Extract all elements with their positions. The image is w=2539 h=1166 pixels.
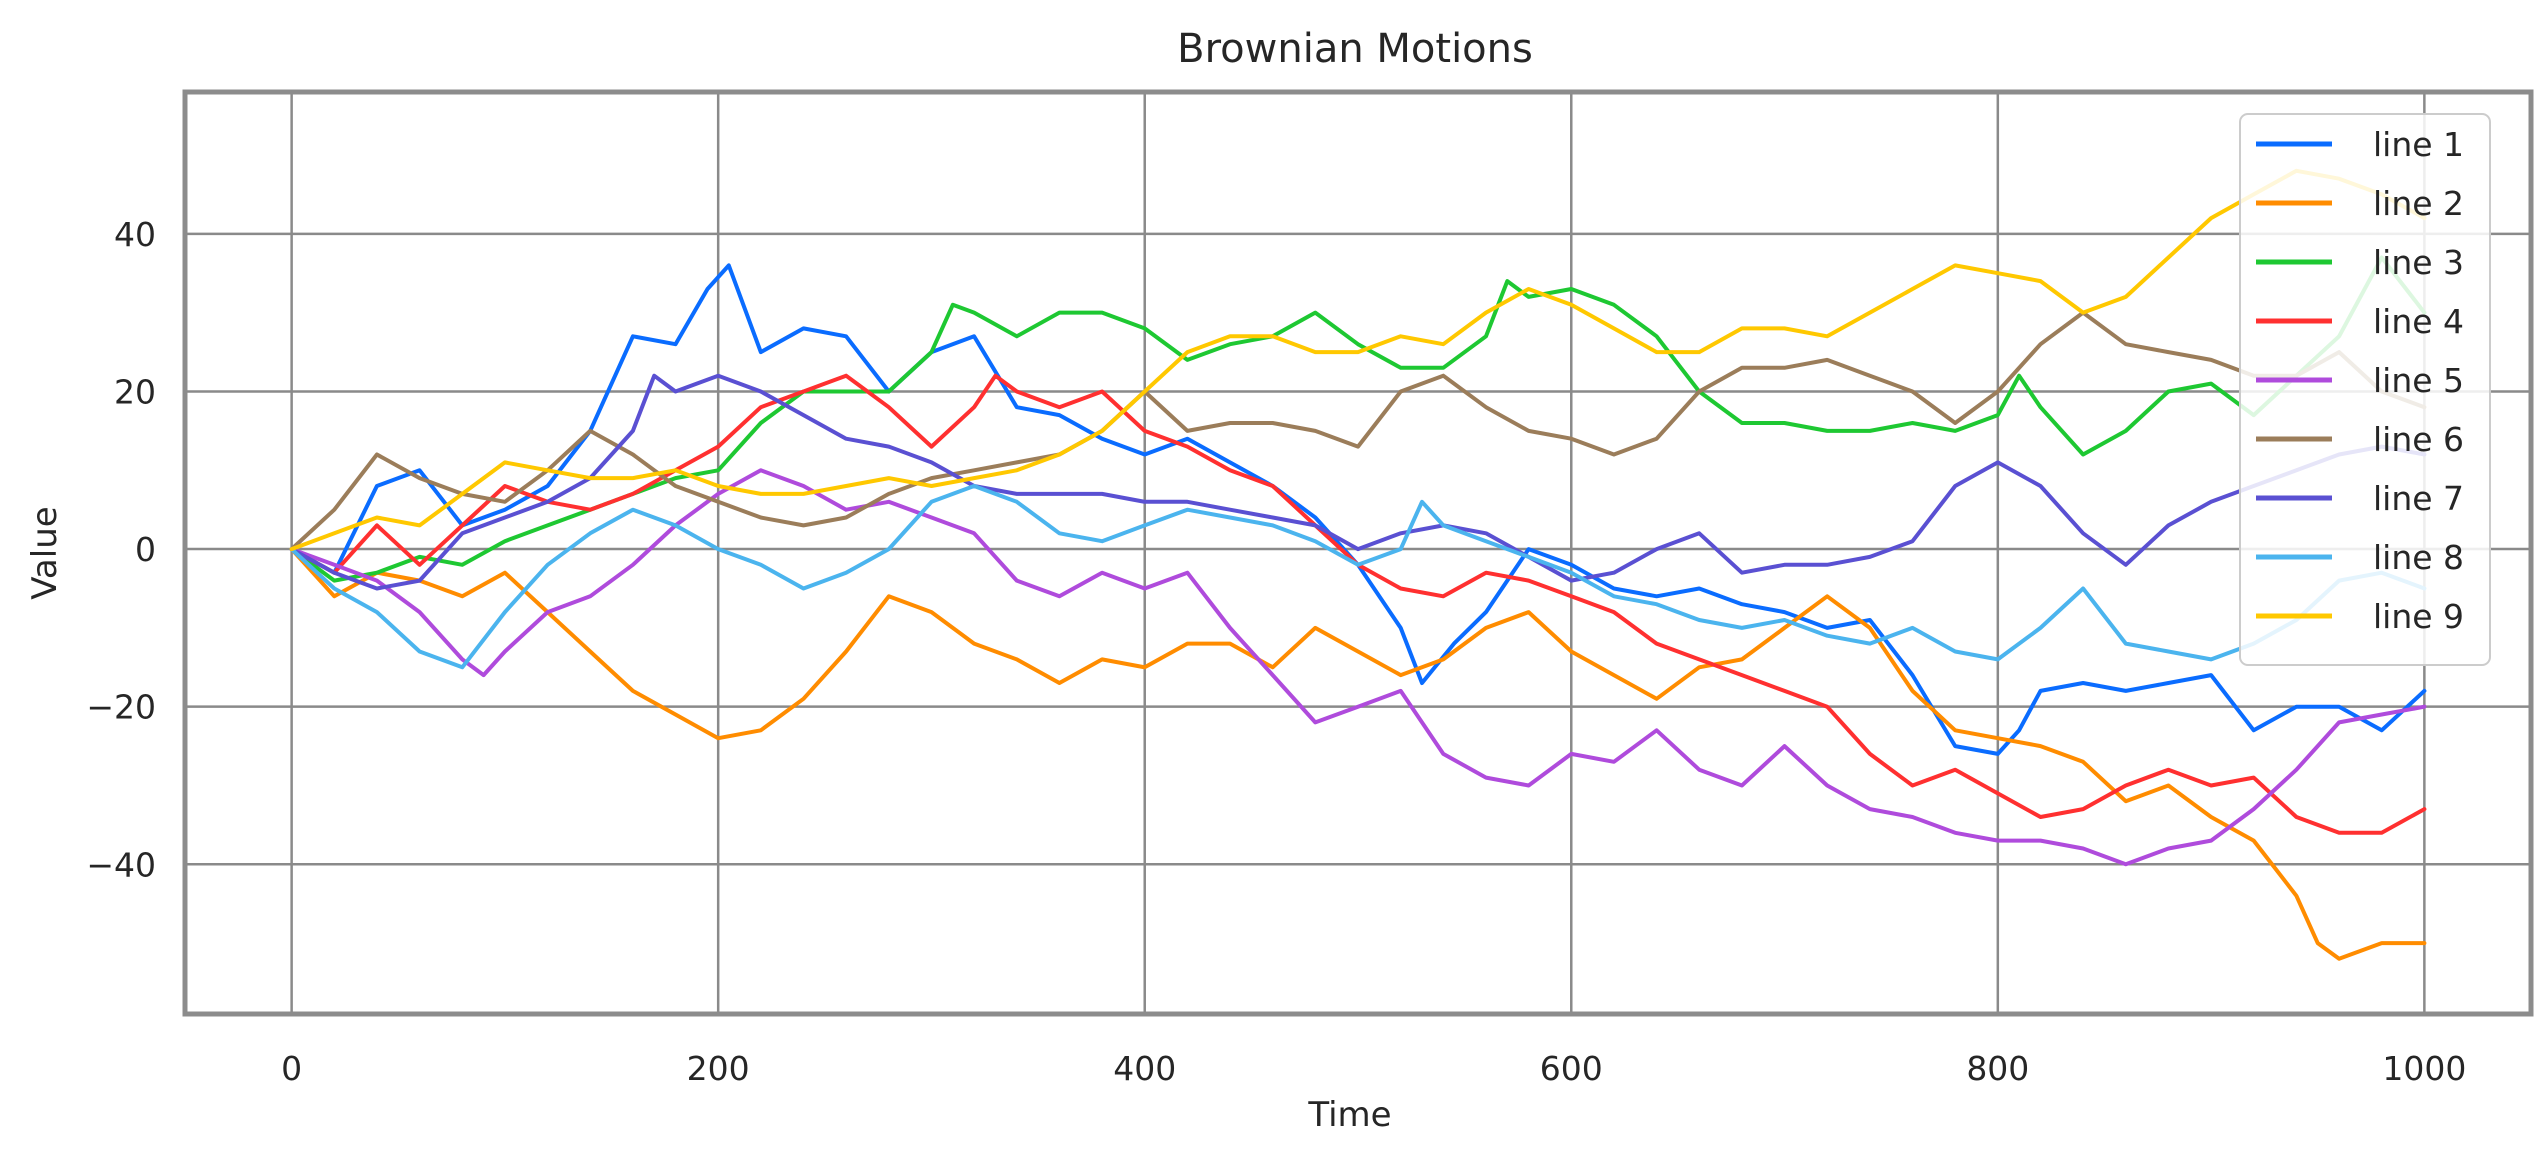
plot-frame bbox=[182, 89, 2534, 1017]
tick-labels: 0 200 400 600 800 1000 −40 −20 0 20 40 bbox=[86, 215, 2466, 1088]
legend-label: line 7 bbox=[2373, 479, 2464, 518]
legend-label: line 6 bbox=[2373, 420, 2464, 459]
grid-lines bbox=[185, 92, 2531, 1014]
x-tick-label: 800 bbox=[1966, 1049, 2029, 1088]
series-line-1 bbox=[289, 263, 2427, 756]
x-tick-label: 400 bbox=[1113, 1049, 1176, 1088]
legend-label: line 1 bbox=[2373, 125, 2464, 164]
x-tick-label: 0 bbox=[281, 1049, 302, 1088]
chart-title: Brownian Motions bbox=[1177, 26, 1533, 72]
y-tick-label: −20 bbox=[86, 688, 156, 727]
legend-box bbox=[2239, 113, 2491, 666]
series-lines bbox=[289, 168, 2427, 961]
series-line-2 bbox=[289, 547, 2427, 961]
x-tick-label: 600 bbox=[1540, 1049, 1603, 1088]
series-line-7 bbox=[289, 373, 2427, 591]
y-tick-label: 0 bbox=[135, 530, 156, 569]
y-tick-label: 20 bbox=[114, 372, 156, 411]
x-tick-label: 200 bbox=[687, 1049, 750, 1088]
legend-label: line 4 bbox=[2373, 302, 2464, 341]
series-line-6 bbox=[289, 310, 2427, 552]
y-tick-label: 40 bbox=[114, 215, 156, 254]
x-tick-label: 1000 bbox=[2382, 1049, 2466, 1088]
legend-label: line 5 bbox=[2373, 361, 2464, 400]
legend-label: line 9 bbox=[2373, 597, 2464, 636]
legend: line 1 line 2 line 3 line 4 line 5 line 6 line… bbox=[2239, 113, 2491, 666]
y-axis-label: Value bbox=[25, 506, 65, 599]
y-tick-label: −40 bbox=[86, 845, 156, 884]
legend-label: line 3 bbox=[2373, 243, 2464, 282]
x-axis-label: Time bbox=[1307, 1095, 1391, 1135]
series-line-4 bbox=[289, 373, 2427, 835]
series-line-9 bbox=[289, 168, 2427, 552]
series-line-5 bbox=[289, 468, 2427, 867]
legend-label: line 2 bbox=[2373, 184, 2464, 223]
series-line-8 bbox=[289, 484, 2427, 670]
legend-label: line 8 bbox=[2373, 538, 2464, 577]
